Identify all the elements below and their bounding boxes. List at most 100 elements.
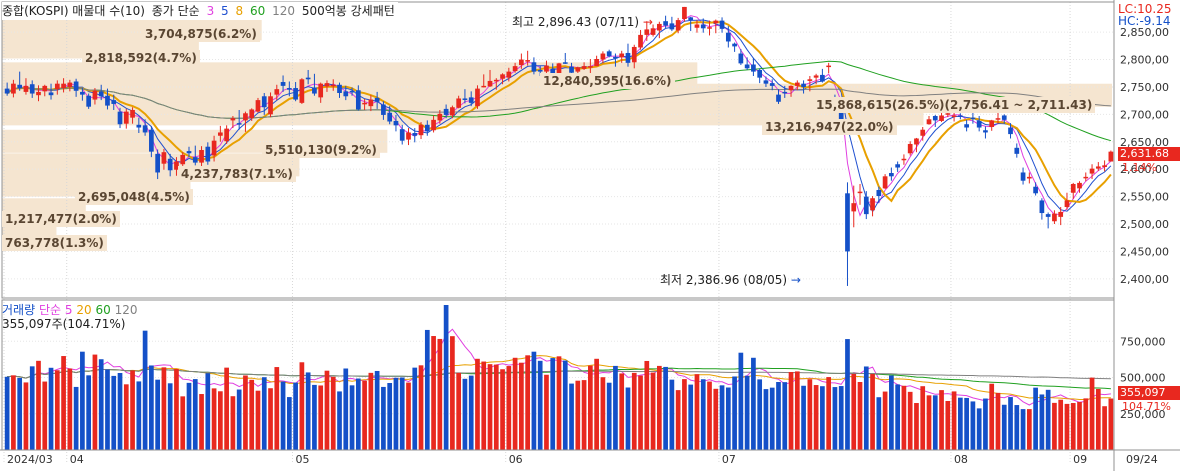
volume-label[interactable]: 거래량 [2, 303, 36, 317]
volume-bar [945, 400, 951, 450]
volume-bar [105, 369, 110, 450]
volume-bar [638, 375, 643, 450]
candle-body [1033, 186, 1038, 194]
price-tag-value: 2,631.68 [1120, 147, 1169, 160]
candle-body [788, 85, 794, 91]
candle-body [299, 79, 305, 103]
volume-bar [531, 351, 537, 450]
ma60-period: 60 [249, 4, 266, 18]
candle-body [882, 176, 888, 189]
volume-bar [98, 359, 104, 450]
candle-body [230, 118, 236, 121]
candle-body [424, 124, 430, 132]
candle-body [406, 132, 411, 140]
candle-body [537, 69, 543, 72]
volume-bar [1026, 409, 1032, 450]
price-tick-label: 2,400,00 [1120, 273, 1169, 286]
volume-bar [914, 403, 919, 450]
candle-body [1102, 165, 1107, 167]
candle-body [1001, 115, 1007, 120]
candle-body [368, 99, 374, 107]
candle-body [951, 115, 957, 117]
volume-bar [732, 376, 737, 450]
volume-bar [211, 388, 217, 450]
volume-bar [500, 369, 505, 450]
vol-ma60-period: 60 [95, 303, 111, 317]
candle-body [4, 88, 10, 94]
candle-body [236, 123, 242, 125]
volume-bar [230, 396, 236, 450]
candle-body [631, 46, 637, 63]
candle-body [318, 83, 324, 98]
volume-bar [744, 375, 750, 450]
volume-bar [355, 378, 361, 450]
candle-body [575, 67, 581, 72]
volume-bar [958, 397, 963, 450]
volume-bar [619, 373, 625, 450]
chart-title[interactable]: 종합(KOSPI) 매물대 수(10) [2, 4, 145, 18]
volume-bar [1052, 402, 1057, 450]
volume-bar [180, 396, 186, 450]
date-tick-label: 09 [1073, 453, 1087, 466]
volume-bar [305, 372, 311, 450]
volume-profile-layer [2, 17, 1112, 248]
candle-body [594, 59, 599, 67]
candle-body [826, 65, 832, 68]
candle-body [525, 60, 530, 62]
volume-bar [218, 391, 223, 450]
volume-bar [86, 375, 92, 450]
volume-bar [481, 361, 487, 450]
candle-body [1108, 151, 1114, 162]
candle-body [243, 113, 248, 121]
price-tick-label: 2,650,00 [1120, 136, 1169, 149]
volume-bar [512, 357, 518, 450]
candle-body [437, 113, 443, 121]
volume-bar [136, 381, 142, 450]
candle-body [450, 107, 455, 116]
volume-bar [851, 373, 857, 450]
price-tick-label: 2,550,00 [1120, 191, 1169, 204]
volume-bar [1095, 388, 1101, 450]
ma8-period: 8 [235, 4, 244, 18]
candle-body [512, 66, 518, 72]
candle-body [989, 120, 995, 127]
candle-body [1077, 182, 1082, 189]
candle-body [625, 52, 631, 63]
volume-bar [349, 385, 355, 450]
candle-body [569, 66, 574, 73]
date-tick-label: 07 [722, 453, 736, 466]
candle-body [958, 115, 963, 117]
candle-body [851, 203, 857, 212]
volume-bar [161, 367, 167, 450]
volume-bar [1102, 406, 1107, 450]
ma-label[interactable]: 종가 단순 [151, 4, 200, 18]
volume-bar [569, 383, 574, 450]
volume-bar [73, 386, 79, 450]
candle-body [675, 20, 681, 31]
candle-body [688, 17, 694, 21]
candle-body [751, 64, 756, 72]
volume-bar [613, 365, 618, 450]
price-tick-label: 2,450,00 [1120, 245, 1169, 258]
volume-bar [895, 384, 900, 450]
pattern-label[interactable]: 500억봉 강세패턴 [301, 4, 395, 18]
candle-body [889, 173, 894, 177]
volume-bar [820, 386, 825, 450]
volume-bar [562, 360, 568, 450]
volume-bar [751, 357, 756, 450]
volume-bar [224, 367, 229, 450]
volume-bar [48, 367, 54, 450]
candle-body [500, 74, 505, 79]
volume-bar [951, 391, 957, 450]
volume-bars-layer [4, 305, 1114, 450]
volume-bar [199, 394, 204, 450]
profile-label-9: 1,217,477(2.0%) [2, 211, 120, 227]
volume-ma-label[interactable]: 단순 [38, 303, 62, 317]
candle-body [456, 98, 462, 108]
volume-bar [274, 367, 280, 450]
volume-bar [412, 367, 418, 450]
volume-bar [312, 384, 317, 450]
volume-bar [550, 358, 556, 450]
candle-body [1052, 213, 1057, 222]
price-tick-label: 2,700,00 [1120, 108, 1169, 121]
